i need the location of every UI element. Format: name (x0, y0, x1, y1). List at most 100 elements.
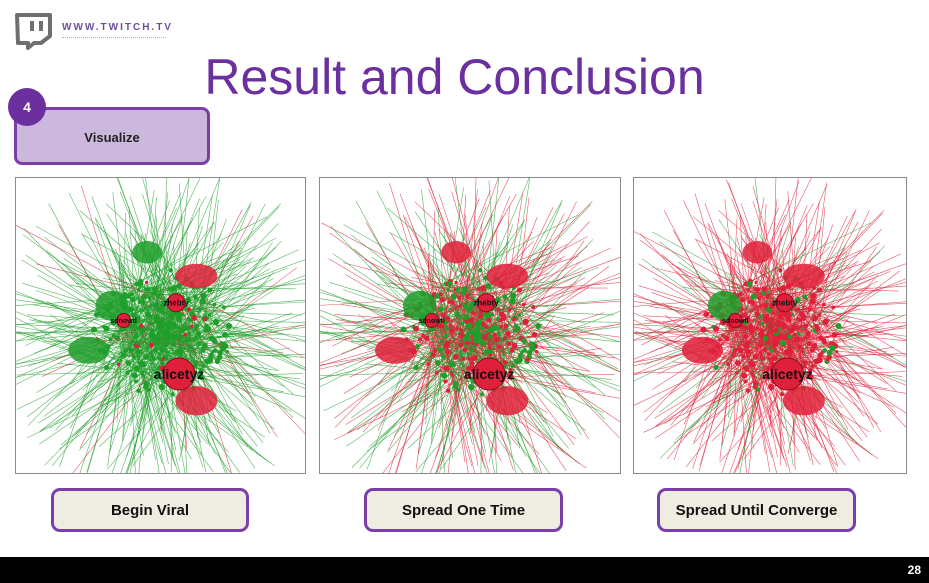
hub-node-alicetyz (472, 357, 506, 391)
graph-cluster (782, 263, 825, 289)
graph-edge (699, 301, 749, 466)
graph-edge (644, 320, 788, 347)
graph-node (799, 324, 803, 329)
graph-node (200, 348, 206, 353)
graph-edge (762, 245, 885, 376)
graph-edge (43, 236, 176, 340)
graph-node (200, 292, 208, 300)
graph-edge (201, 322, 305, 338)
graph-node (445, 340, 450, 346)
graph-node (757, 296, 761, 300)
graph-node (133, 379, 138, 384)
graph-node (125, 360, 132, 366)
graph-node (811, 342, 818, 349)
graph-node (168, 313, 174, 319)
graph-node (764, 373, 771, 380)
graph-node (460, 321, 464, 326)
graph-node (139, 362, 144, 368)
graph-node (790, 312, 795, 317)
graph-edge (188, 325, 210, 447)
graph-node (437, 347, 444, 354)
graph-node (168, 268, 173, 273)
graph-node (807, 308, 812, 312)
graph-node (700, 326, 707, 333)
graph-node (165, 321, 172, 328)
graph-node (111, 333, 116, 338)
graph-node (480, 392, 485, 397)
graph-node (806, 341, 812, 347)
graph-edge (462, 272, 620, 337)
graph-node (754, 280, 758, 285)
graph-edge (102, 278, 195, 296)
graph-node (222, 341, 226, 346)
graph-node (150, 321, 155, 326)
graph-node (796, 331, 801, 336)
hub-node-sdnowtl-label: sdnowtl (110, 318, 136, 325)
graph-node (721, 333, 725, 338)
twitch-logo-icon (14, 12, 54, 50)
step-number-badge: 4 (8, 88, 46, 126)
graph-node (171, 321, 177, 327)
graph-node (448, 323, 453, 328)
graph-node (503, 336, 507, 340)
graph-node (469, 317, 475, 323)
graph-node (776, 286, 781, 291)
graph-edge (39, 368, 142, 432)
graph-node (150, 353, 154, 358)
graph-node (471, 311, 476, 315)
graph-node (826, 350, 833, 356)
graph-edge (514, 266, 610, 337)
graph-node (452, 385, 457, 389)
graph-node (766, 352, 771, 357)
graph-node (463, 313, 470, 320)
graph-node (773, 327, 779, 334)
graph-node (762, 335, 769, 342)
graph-node (796, 307, 801, 312)
graph-node (521, 337, 527, 344)
graph-node (735, 371, 739, 375)
graph-node (440, 297, 446, 303)
graph-node (462, 302, 469, 309)
graph-node (829, 344, 836, 352)
graph-node (456, 387, 461, 392)
graph-edge (206, 267, 288, 302)
graph-node (752, 385, 757, 389)
graph-edge (462, 239, 594, 376)
graph-edge (815, 271, 891, 302)
graph-node (513, 358, 520, 365)
graph-node (531, 305, 536, 310)
graph-edge (79, 210, 183, 300)
graph-node (212, 348, 218, 353)
graph-node (473, 337, 480, 344)
graph-edge (422, 344, 459, 393)
graph-node (484, 313, 490, 319)
graph-edge (749, 199, 790, 288)
graph-node (458, 328, 463, 333)
graph-node (812, 317, 817, 322)
graph-node (803, 336, 807, 340)
graph-node (767, 383, 775, 391)
graph-node (816, 287, 823, 293)
graph-node (413, 325, 420, 332)
graph-edge (515, 266, 600, 302)
graph-edge (452, 334, 486, 435)
graph-node (809, 298, 816, 305)
graph-edge (91, 196, 144, 334)
graph-node (131, 372, 138, 379)
hub-node-alicetyz-label: alicetyz (464, 366, 515, 382)
graph-edge (387, 207, 493, 300)
graph-node (469, 361, 475, 367)
graph-node (225, 350, 229, 354)
graph-node (740, 313, 746, 318)
graph-node (508, 368, 513, 372)
graph-node (123, 348, 128, 354)
graph-node (103, 325, 110, 332)
graph-node (91, 326, 98, 333)
graph-edge (476, 246, 509, 288)
graph-node (193, 323, 199, 329)
graph-node (750, 299, 755, 304)
graph-edge (805, 343, 906, 357)
graph-edge (670, 318, 765, 426)
graph-node (140, 299, 145, 304)
graph-cluster (95, 290, 129, 321)
